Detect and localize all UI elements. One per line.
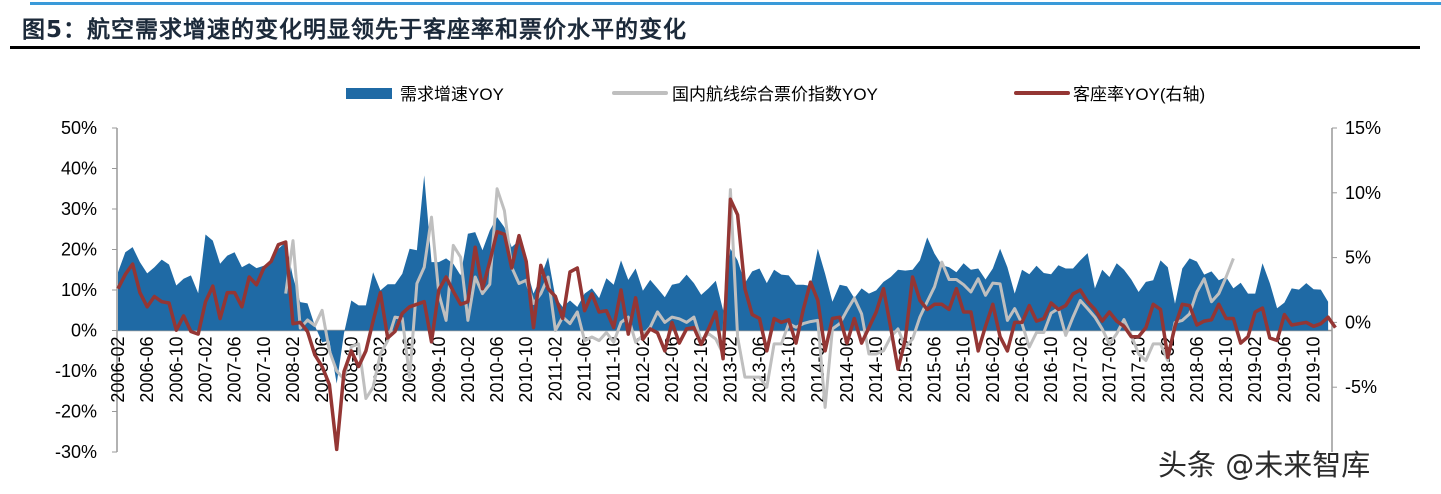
series-load-factor-line (116, 197, 1337, 452)
x-tick-label: 2018-02 (1158, 337, 1178, 403)
x-tick-label: 2011-10 (604, 337, 624, 402)
x-tick-label: 2011-06 (575, 337, 595, 402)
series-demand-area (118, 175, 1329, 384)
right-tick-label: 15% (1345, 118, 1381, 138)
left-tick-label: -20% (55, 402, 97, 422)
x-tick-label: 2016-06 (1012, 337, 1032, 403)
x-tick-label: 2008-10 (341, 337, 361, 403)
right-tick-label: 0% (1345, 312, 1371, 332)
left-tick-label: 30% (61, 199, 97, 219)
x-tick-label: 2019-02 (1245, 337, 1265, 403)
legend-swatch-demand (346, 88, 392, 99)
left-tick-label: 10% (61, 280, 97, 300)
top-accent-line (30, 2, 1441, 5)
x-tick-label: 2009-10 (429, 337, 449, 403)
legend-label-price: 国内航线综合票价指数YOY (672, 85, 878, 104)
x-tick-label: 2012-06 (662, 337, 682, 403)
x-tick-label: 2010-06 (487, 337, 507, 403)
x-tick-label: 2017-02 (1070, 337, 1090, 403)
x-tick-label: 2014-06 (837, 337, 857, 403)
legend-label-demand: 需求增速YOY (400, 85, 504, 104)
x-tick-label: 2019-10 (1304, 337, 1324, 403)
title-rule (10, 46, 1420, 49)
right-tick-label: 10% (1345, 183, 1381, 203)
left-tick-label: 20% (61, 240, 97, 260)
x-tick-label: 2007-02 (195, 337, 215, 403)
series-price-line (284, 187, 1235, 409)
x-tick-label: 2007-10 (254, 337, 274, 403)
left-tick-label: 0% (71, 321, 97, 341)
x-tick-label: 2018-06 (1187, 337, 1207, 403)
x-tick-label: 2012-02 (633, 337, 653, 403)
x-tick-label: 2016-02 (983, 337, 1003, 403)
watermark: 头条 @未来智库 (1158, 448, 1371, 482)
x-tick-label: 2013-02 (720, 337, 740, 403)
x-tick-label: 2012-10 (691, 337, 711, 403)
left-tick-label: 50% (61, 118, 97, 138)
x-tick-label: 2013-10 (779, 337, 799, 403)
x-tick-label: 2011-02 (545, 337, 565, 402)
right-tick-label: 5% (1345, 248, 1371, 268)
x-tick-label: 2015-10 (954, 337, 974, 403)
x-tick-label: 2006-06 (137, 337, 157, 403)
x-tick-label: 2006-02 (108, 337, 128, 403)
x-tick-label: 2010-10 (516, 337, 536, 403)
x-tick-label: 2017-10 (1129, 337, 1149, 403)
x-tick-label: 2007-06 (225, 337, 245, 403)
x-tick-label: 2018-10 (1216, 337, 1236, 403)
x-tick-label: 2010-02 (458, 337, 478, 403)
x-tick-label: 2014-10 (866, 337, 886, 403)
x-tick-label: 2017-06 (1099, 337, 1119, 403)
right-tick-label: -5% (1345, 377, 1377, 397)
legend: 需求增速YOY 国内航线综合票价指数YOY 客座率YOY(右轴) (346, 85, 1205, 104)
x-tick-label: 2009-02 (370, 337, 390, 403)
chart-title: 图5：航空需求增速的变化明显领先于客座率和票价水平的变化 (22, 17, 688, 43)
x-tick-label: 2016-10 (1041, 337, 1061, 403)
x-tick-label: 2006-10 (166, 337, 186, 403)
x-tick-label: 2008-02 (283, 337, 303, 403)
left-tick-label: -30% (55, 442, 97, 462)
x-tick-label: 2019-06 (1274, 337, 1294, 403)
legend-label-load-factor: 客座率YOY(右轴) (1073, 85, 1205, 104)
x-tick-label: 2015-06 (924, 337, 944, 403)
left-tick-label: -10% (55, 361, 97, 381)
left-tick-label: 40% (61, 159, 97, 179)
